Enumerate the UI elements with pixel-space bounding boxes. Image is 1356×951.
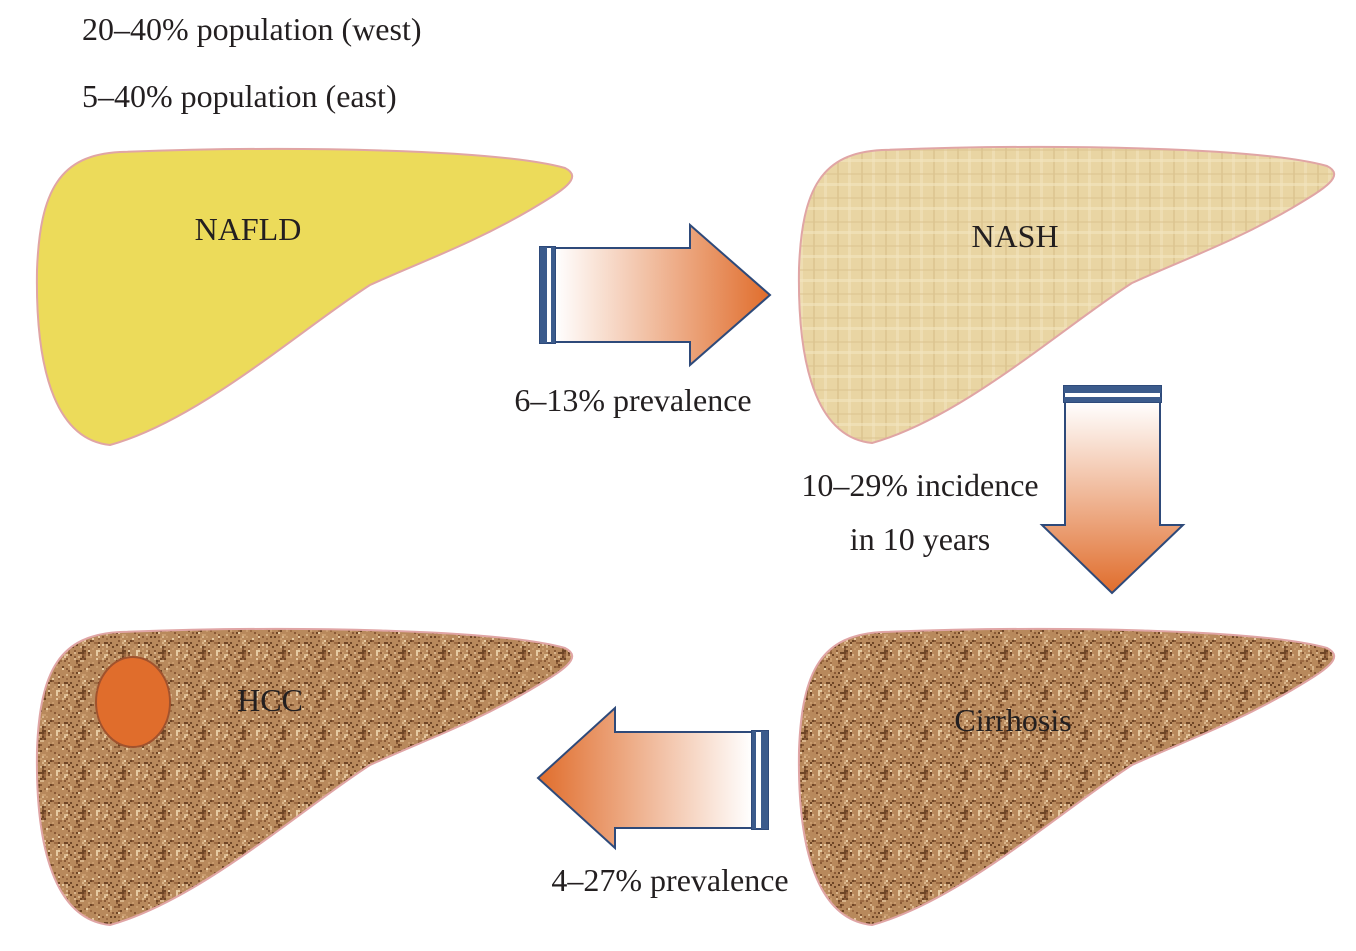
- arrow-down: [1039, 385, 1186, 595]
- node-label: HCC: [237, 682, 303, 718]
- node-label: NAFLD: [195, 211, 302, 247]
- liver-nafld: [35, 147, 574, 447]
- header-line: 20–40% population (west): [82, 11, 422, 47]
- tumor: [95, 656, 171, 748]
- arrow-left: [536, 705, 769, 851]
- arrow-right: [539, 222, 772, 368]
- liver-cirrhosis: [797, 627, 1336, 926]
- edge-label: 4–27% prevalence: [551, 862, 788, 898]
- edge-label: in 10 years: [850, 521, 990, 557]
- node-label: NASH: [971, 218, 1058, 254]
- header-line: 5–40% population (east): [82, 78, 397, 114]
- node-label: Cirrhosis: [954, 702, 1071, 738]
- edge-label: 10–29% incidence: [801, 467, 1038, 503]
- edge-label: 6–13% prevalence: [514, 382, 751, 418]
